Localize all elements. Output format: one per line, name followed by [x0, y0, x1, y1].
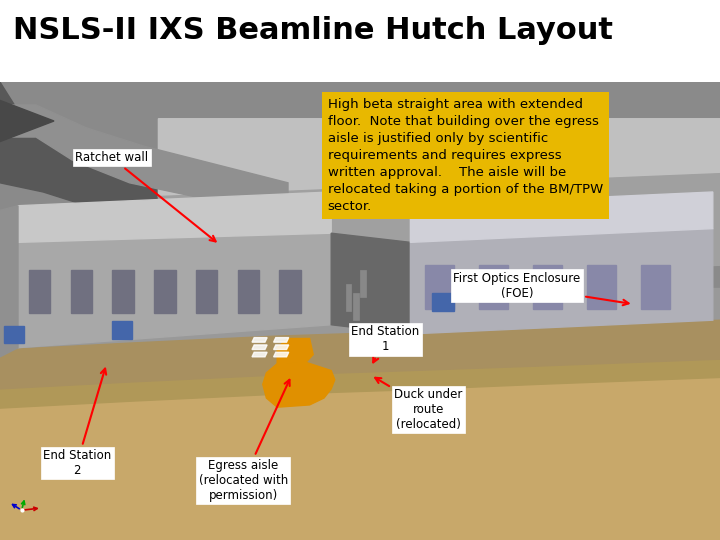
Polygon shape	[331, 233, 410, 334]
Text: First Optics Enclosure
(FOE): First Optics Enclosure (FOE)	[454, 272, 629, 305]
Bar	[0, 82, 720, 288]
Bar	[154, 270, 176, 313]
Polygon shape	[252, 345, 267, 349]
Text: High beta straight area with extended
floor.  Note that building over the egress: High beta straight area with extended fl…	[328, 98, 603, 213]
Text: Egress aisle
(relocated with
permission): Egress aisle (relocated with permission)	[199, 380, 289, 502]
Polygon shape	[158, 119, 720, 197]
Bar	[112, 270, 134, 313]
Bar	[279, 270, 301, 313]
Bar	[353, 293, 359, 320]
Polygon shape	[274, 352, 289, 357]
Polygon shape	[0, 320, 720, 389]
Polygon shape	[410, 228, 713, 334]
Bar	[641, 265, 670, 309]
Bar	[196, 270, 217, 313]
Text: NSLS-II IXS Beamline Hutch Layout: NSLS-II IXS Beamline Hutch Layout	[13, 16, 613, 45]
Polygon shape	[0, 82, 288, 249]
Polygon shape	[0, 206, 18, 357]
Bar	[425, 265, 454, 309]
Text: End Station
1: End Station 1	[351, 326, 419, 362]
Bar	[587, 265, 616, 309]
Polygon shape	[0, 359, 720, 408]
Bar	[71, 270, 92, 313]
Polygon shape	[18, 233, 331, 348]
Polygon shape	[0, 359, 720, 540]
Bar	[432, 293, 454, 311]
Bar	[479, 265, 508, 309]
Polygon shape	[0, 100, 54, 141]
Bar	[360, 270, 366, 298]
Bar	[533, 265, 562, 309]
Polygon shape	[277, 339, 313, 364]
Bar	[112, 321, 132, 339]
Polygon shape	[274, 345, 289, 349]
Polygon shape	[274, 338, 289, 342]
Text: End Station
2: End Station 2	[43, 369, 111, 477]
Bar	[4, 326, 24, 343]
Polygon shape	[0, 105, 288, 210]
Polygon shape	[410, 192, 713, 242]
Bar	[346, 284, 351, 311]
Bar	[0, 288, 720, 540]
Polygon shape	[18, 192, 331, 242]
Text: Duck under
route
(relocated): Duck under route (relocated)	[375, 378, 462, 431]
Polygon shape	[263, 362, 335, 407]
Text: Ratchet wall: Ratchet wall	[75, 151, 215, 241]
Bar	[29, 270, 50, 313]
Polygon shape	[252, 352, 267, 357]
Bar	[238, 270, 259, 313]
Polygon shape	[158, 174, 720, 288]
Polygon shape	[252, 338, 267, 342]
